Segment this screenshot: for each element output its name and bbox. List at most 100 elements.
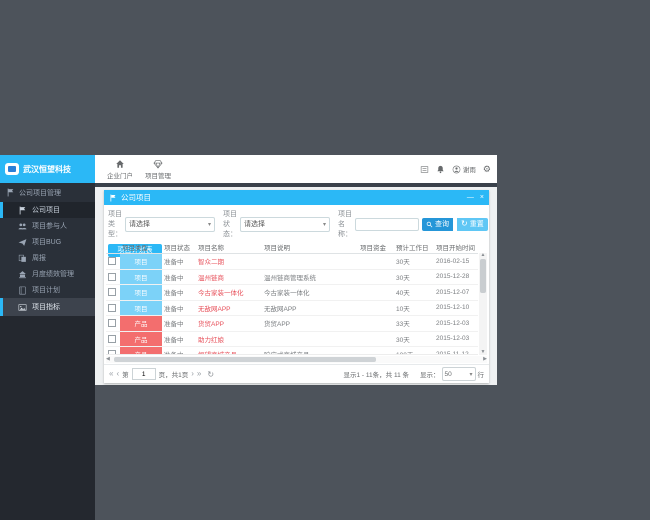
scroll-left-icon[interactable]: ◀ (106, 356, 110, 362)
row-checkbox[interactable] (108, 319, 116, 328)
sidebar-item-company-projects[interactable]: 公司项目 (0, 202, 95, 218)
table-row[interactable]: 项目 准备中 智众二期 30天 2016-02-15 (106, 253, 478, 270)
project-name-input[interactable] (355, 217, 419, 231)
status-select[interactable]: 请选择 ▾ (240, 216, 330, 232)
header-project-type[interactable]: 项目类型 (120, 241, 162, 254)
bank-icon (19, 270, 26, 278)
bell-icon[interactable] (436, 165, 445, 174)
vertical-scrollbar[interactable]: ▲ ▼ (479, 253, 487, 355)
panel-body: 项目类型： 请选择 ▾ 项目状态： 请选择 ▾ 项目名称： 查询 (104, 205, 489, 383)
row-checkbox[interactable] (108, 288, 116, 297)
horizontal-scrollbar[interactable]: ◀ ▶ (106, 356, 487, 363)
scrollbar-thumb[interactable] (480, 259, 486, 293)
user-menu[interactable]: 谢雨 (452, 164, 476, 174)
chevron-down-icon: ▾ (207, 221, 211, 228)
tab-project-management[interactable]: 项目管理 (139, 159, 177, 180)
row-checkbox[interactable] (108, 303, 116, 312)
refresh-icon[interactable]: ↻ (207, 369, 215, 379)
project-name-link[interactable]: 恒望商城产品 (198, 352, 237, 354)
header-project-name[interactable]: 项目名称 (196, 241, 262, 254)
search-icon (426, 221, 433, 227)
scroll-down-icon[interactable]: ▼ (480, 349, 486, 355)
scroll-right-icon[interactable]: ▶ (483, 356, 487, 362)
sidebar-item-participants[interactable]: 项目参与人 (0, 218, 95, 234)
sidebar-item-weekly-report[interactable]: 周报 (0, 250, 95, 266)
header-divider (95, 183, 497, 187)
prev-page-button[interactable]: ‹ (116, 369, 120, 378)
collapse-icon[interactable]: — (466, 194, 474, 201)
pagination-summary: 显示1 - 11条，共 11 条 (343, 372, 410, 379)
tab-label: 企业门户 (107, 172, 133, 180)
page-number-input[interactable] (131, 368, 156, 380)
row-checkbox[interactable] (108, 257, 116, 266)
project-name-link[interactable]: 智众二期 (198, 259, 224, 267)
table-row[interactable]: 项目 准备中 今古家装一体化 今古家装一体化 40天 2015-12-07 (106, 284, 478, 301)
header-project-fund[interactable]: 项目资金 (358, 241, 394, 254)
flag-icon (110, 194, 116, 201)
sidebar-group-project-management[interactable]: 公司项目管理 (0, 183, 95, 202)
company-logo-icon (5, 163, 19, 175)
sidebar-item-project-bug[interactable]: 项目BUG (0, 234, 95, 250)
header-workdays[interactable]: 预计工作日 (394, 241, 434, 254)
chevron-down-icon: ▾ (322, 221, 326, 228)
status-filter-label: 项目状态： (223, 211, 237, 238)
search-button[interactable]: 查询 (422, 217, 453, 231)
row-checkbox[interactable] (108, 334, 116, 343)
cell-days: 30天 (394, 269, 434, 285)
reset-button[interactable]: ↻ 重置 (457, 217, 488, 231)
cell-desc: 货贸APP (262, 315, 358, 332)
cell-status: 准备中 (162, 269, 196, 285)
sidebar-item-label: 周报 (32, 255, 46, 262)
header-project-desc[interactable]: 项目说明 (262, 241, 358, 254)
tasks-icon[interactable] (420, 165, 429, 174)
flag-icon (7, 188, 14, 197)
sidebar-item-project-metrics[interactable]: 项目指标 (0, 298, 95, 316)
cell-fund (358, 315, 394, 332)
tab-enterprise-portal[interactable]: 企业门户 (101, 159, 139, 180)
type-badge: 产品 (120, 347, 162, 354)
chevron-down-icon: ▾ (469, 371, 473, 378)
type-select[interactable]: 请选择 ▾ (125, 216, 215, 232)
last-page-button[interactable]: » (196, 369, 202, 378)
close-icon[interactable]: × (479, 194, 484, 201)
header-start-date[interactable]: 项目开始时间 (434, 241, 478, 254)
tab-label: 项目管理 (145, 172, 171, 180)
row-checkbox[interactable] (108, 272, 116, 281)
sidebar-item-monthly-performance[interactable]: 月度绩效管理 (0, 266, 95, 282)
project-name-link[interactable]: 助力红娘 (198, 336, 224, 344)
header-project-status[interactable]: 项目状态 (162, 241, 196, 254)
top-navigation-bar: 企业门户 项目管理 谢雨 ⚙ (95, 155, 497, 183)
table-row[interactable]: 项目 准备中 温州链商 温州链商管理系统 30天 2015-12-28 (106, 269, 478, 285)
type-badge: 项目 (120, 269, 162, 284)
scrollbar-thumb[interactable] (113, 357, 376, 362)
sidebar-item-project-plan[interactable]: 项目计划 (0, 282, 95, 298)
project-name-link[interactable]: 今古家装一体化 (198, 290, 244, 298)
table-header-row: 项目类型 项目状态 项目名称 项目说明 项目资金 预计工作日 项目开始时间 项目… (106, 241, 478, 254)
page-size-value: 50 (444, 370, 452, 378)
home-icon (116, 159, 124, 168)
project-name-link[interactable]: 货贸APP (198, 321, 225, 329)
page-label-prefix: 第 (122, 372, 129, 379)
project-name-link[interactable]: 温州链商 (198, 274, 224, 282)
refresh-icon: ↻ (461, 219, 468, 228)
diamond-icon (153, 159, 163, 169)
next-page-button[interactable]: › (191, 369, 194, 378)
project-name-link[interactable]: 无敌网APP (198, 305, 231, 313)
page-size-control: 显示： 50 ▾ 行 (420, 367, 484, 381)
cell-start: 2015-12-28 (434, 269, 478, 285)
scroll-up-icon[interactable]: ▲ (480, 252, 486, 258)
gear-icon[interactable]: ⚙ (482, 163, 491, 174)
search-button-label: 查询 (435, 221, 449, 228)
cell-desc: 响应式商城产品 (262, 346, 358, 354)
page-size-select[interactable]: 50 ▾ (441, 367, 476, 381)
projects-grid: 项目类型 项目状态 项目名称 项目说明 项目资金 预计工作日 项目开始时间 项目… (106, 241, 487, 355)
app-logo[interactable]: 武汉恒望科技 (0, 155, 95, 183)
table-row[interactable]: 产品 准备中 助力红娘 30天 2015-12-03 (106, 331, 478, 347)
first-page-button[interactable]: « (109, 369, 114, 378)
row-checkbox[interactable] (108, 350, 116, 354)
users-icon (18, 222, 27, 229)
page-size-suffix: 行 (477, 372, 485, 379)
table-row[interactable]: 项目 准备中 无敌网APP 无敌网APP 10天 2015-12-10 (106, 300, 478, 316)
table-row[interactable]: 产品 准备中 恒望商城产品 响应式商城产品 100天 2015-11-12 (106, 346, 478, 354)
table-row[interactable]: 产品 准备中 货贸APP 货贸APP 33天 2015-12-03 (106, 315, 478, 332)
